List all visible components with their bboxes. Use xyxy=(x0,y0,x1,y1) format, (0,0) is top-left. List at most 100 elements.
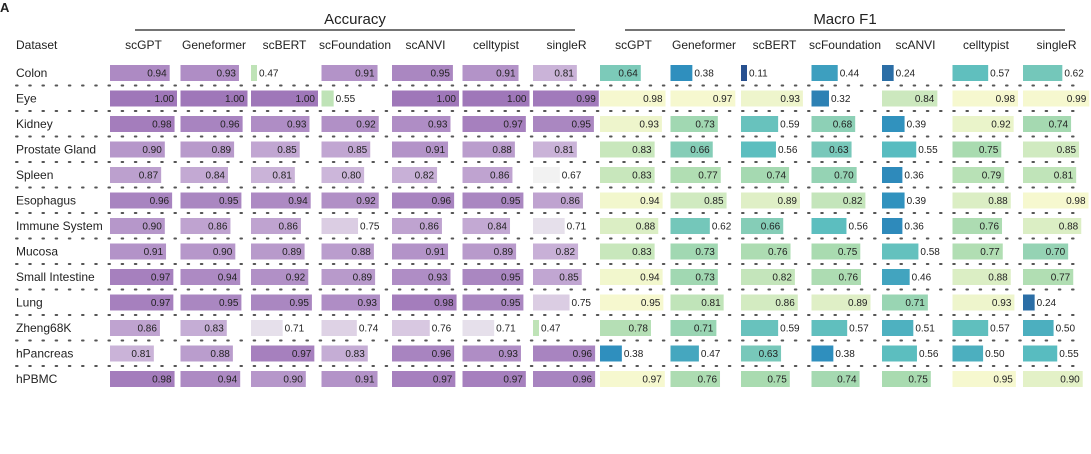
cell-bar xyxy=(1023,65,1063,81)
cell-value: 0.36 xyxy=(904,222,924,233)
cell-value: 0.83 xyxy=(632,247,652,258)
cell-bar xyxy=(600,320,651,336)
cell-bar xyxy=(321,345,368,362)
cell-bar xyxy=(882,65,894,81)
row-header: Dataset xyxy=(16,38,58,52)
column-header: scGPT xyxy=(615,38,652,52)
cell-bar xyxy=(1023,90,1090,107)
cell-value: 0.97 xyxy=(292,349,312,360)
cell-value: 0.89 xyxy=(212,145,232,156)
cell-bar xyxy=(952,192,1011,209)
cell-value: 1.00 xyxy=(225,94,245,105)
cell-bar xyxy=(1023,294,1035,311)
cell-bar xyxy=(462,116,526,132)
cell-bar xyxy=(952,65,989,81)
cell-bar xyxy=(321,269,376,285)
cell-bar xyxy=(670,243,718,260)
cell-bar xyxy=(462,192,524,209)
cell-bar xyxy=(741,371,790,387)
cell-value: 0.83 xyxy=(345,349,365,360)
cell-bar xyxy=(251,371,306,387)
cell-bar xyxy=(462,320,495,336)
cell-value: 0.84 xyxy=(206,171,226,182)
column-header: scFoundation xyxy=(809,38,881,52)
cell-value: 0.64 xyxy=(618,69,638,80)
cell-bar xyxy=(882,218,903,234)
cell-bar xyxy=(811,167,857,183)
cell-bar xyxy=(110,243,167,260)
cell-value: 0.95 xyxy=(993,375,1013,386)
cell-value: 0.83 xyxy=(632,145,652,156)
cell-bar xyxy=(952,90,1019,107)
cell-value: 0.91 xyxy=(355,375,375,386)
cell-bar xyxy=(1023,243,1069,260)
cell-bar xyxy=(811,116,856,132)
cell-value: 0.39 xyxy=(907,196,927,207)
cell-bar xyxy=(741,116,779,132)
cell-bar xyxy=(882,116,905,132)
column-header: scFoundation xyxy=(319,38,391,52)
cell-value: 0.88 xyxy=(492,145,512,156)
cell-value: 0.75 xyxy=(767,375,787,386)
cell-bar xyxy=(321,65,378,81)
cell-value: 0.99 xyxy=(1067,94,1087,105)
cell-value: 0.91 xyxy=(426,145,446,156)
cell-bar xyxy=(110,345,154,362)
cell-value: 0.74 xyxy=(1049,120,1069,131)
cell-bar xyxy=(533,116,594,132)
cell-bar xyxy=(952,243,1003,260)
cell-value: 0.68 xyxy=(833,120,853,131)
cell-bar xyxy=(670,371,721,387)
cell-bar xyxy=(811,218,847,234)
cell-bar xyxy=(670,65,693,81)
panel-letter: A xyxy=(0,0,10,15)
group-title-1: Macro F1 xyxy=(813,11,876,28)
cell-value: 0.55 xyxy=(1059,349,1079,360)
cell-value: 0.81 xyxy=(131,349,151,360)
row-label: Colon xyxy=(16,66,47,80)
cell-value: 0.97 xyxy=(151,298,171,309)
cell-bar xyxy=(110,141,165,158)
cell-value: 0.93 xyxy=(428,273,448,284)
cell-value: 0.95 xyxy=(571,120,591,131)
cell-bar xyxy=(952,294,1015,311)
cell-bar xyxy=(462,65,519,81)
row-label: Spleen xyxy=(16,168,53,182)
cell-value: 0.98 xyxy=(996,94,1016,105)
cell-bar xyxy=(251,269,309,285)
cell-value: 0.83 xyxy=(632,171,652,182)
cell-value: 0.84 xyxy=(915,94,935,105)
cell-value: 0.71 xyxy=(496,324,516,335)
cell-bar xyxy=(1023,218,1082,234)
cell-value: 0.56 xyxy=(919,349,939,360)
cell-bar xyxy=(462,167,513,183)
cell-bar xyxy=(392,345,455,362)
cell-value: 0.66 xyxy=(690,145,710,156)
cell-value: 0.56 xyxy=(778,145,798,156)
cell-value: 0.91 xyxy=(355,69,375,80)
cell-value: 0.94 xyxy=(218,273,238,284)
cell-bar xyxy=(392,243,449,260)
cell-bar xyxy=(110,192,173,209)
cell-value: 0.71 xyxy=(285,324,305,335)
cell-bar xyxy=(600,218,659,234)
cell-value: 0.97 xyxy=(642,375,662,386)
column-header: singleR xyxy=(546,38,586,52)
cell-bar xyxy=(670,167,721,183)
cell-bar xyxy=(670,218,710,234)
cell-bar xyxy=(251,218,301,234)
cell-bar xyxy=(533,65,577,81)
cell-bar xyxy=(180,371,241,387)
row-label: Prostate Gland xyxy=(16,143,96,157)
cell-bar xyxy=(392,192,455,209)
cell-value: 0.89 xyxy=(778,196,798,207)
cell-value: 0.82 xyxy=(843,196,863,207)
cell-value: 0.38 xyxy=(624,349,644,360)
column-header: scANVI xyxy=(405,38,445,52)
cell-bar xyxy=(1023,269,1074,285)
cell-bar xyxy=(392,269,451,285)
cell-bar xyxy=(110,218,165,234)
cell-value: 0.98 xyxy=(152,120,172,131)
cell-bar xyxy=(462,294,524,311)
